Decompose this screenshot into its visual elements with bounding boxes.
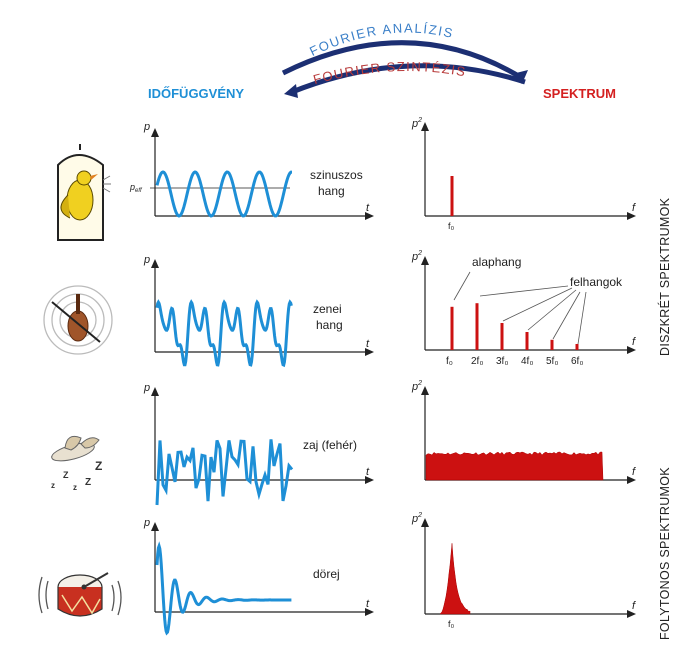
p2-label: p2 (411, 117, 422, 130)
svg-text:z: z (73, 483, 77, 492)
row-label-line1: zenei (313, 302, 342, 316)
sleeping-bird-icon: Z Z Z z z (51, 435, 102, 492)
harmonic-tick-label: 2f₀ (471, 356, 484, 367)
svg-text:f: f (632, 600, 636, 612)
svg-text:Z: Z (63, 470, 69, 480)
fundamental-leader (453, 271, 471, 301)
harmonic-tick-label: f₀ (446, 356, 453, 367)
synthesis-text: FOURIER SZINTÉZIS (312, 59, 468, 87)
harmonic-tick-label: 4f₀ (521, 356, 534, 367)
time-function-title: IDŐFÜGGVÉNY (148, 86, 245, 101)
harmonic-tick-label: 6f₀ (571, 356, 584, 367)
harmonic-bars (450, 303, 579, 350)
row-label-line2: hang (316, 318, 343, 332)
overtones-label: felhangok (570, 275, 623, 289)
bang-spectrum-area (439, 543, 471, 615)
peff-label: peff (129, 182, 143, 194)
p-label: p (143, 121, 150, 133)
svg-text:Z: Z (95, 459, 102, 473)
spectrum-title: SPEKTRUM (543, 86, 616, 101)
harmonic-tick-labels: f₀ 2f₀ 3f₀ 4f₀ 5f₀ 6f₀ (446, 356, 584, 367)
svg-text:t: t (366, 598, 370, 610)
spectrum-noise: p2 f (411, 380, 636, 484)
row-label-line1: dörej (313, 567, 340, 581)
violin-icon (43, 285, 113, 355)
synthesis-arrow (291, 63, 526, 95)
analysis-arrow (281, 40, 524, 81)
bang-curve (155, 541, 292, 636)
drum-icon (38, 572, 122, 617)
svg-text:p2: p2 (411, 512, 422, 525)
svg-text:p: p (143, 517, 150, 529)
harmonic-tick-label: 5f₀ (546, 356, 559, 367)
analysis-arrowhead (512, 70, 528, 84)
row-label-line2: hang (318, 184, 345, 198)
svg-text:f: f (632, 466, 636, 478)
svg-text:z: z (51, 481, 55, 490)
noise-spectrum-area (425, 451, 604, 481)
sine-curve (155, 170, 293, 218)
row-label-line1: szinuszos (310, 168, 363, 182)
svg-text:p2: p2 (411, 250, 422, 263)
svg-text:f: f (632, 336, 636, 348)
time-plot-bang: p t dörej (143, 517, 374, 636)
svg-text:p2: p2 (411, 380, 422, 393)
svg-text:p: p (143, 254, 150, 266)
time-plot-music: p t zenei hang (143, 254, 374, 368)
fundamental-label: alaphang (472, 255, 521, 269)
spectrum-music: p2 f f₀ 2f₀ 3f₀ 4f₀ 5f₀ 6f₀ alaphang felhango… (411, 250, 636, 367)
spectrum-bang: p2 f f₀ (411, 512, 636, 629)
svg-text:Z: Z (85, 477, 91, 488)
spectrum-sine: p2 f f₀ (411, 117, 636, 231)
fourier-arrows: FOURIER ANALÍZIS FOURIER SZINTÉZIS (281, 20, 528, 98)
bird-in-cage-icon (57, 144, 111, 241)
t-label: t (366, 202, 370, 214)
time-plot-sine: p t peff szinuszos hang (129, 121, 374, 220)
tick-f0: f₀ (448, 221, 455, 231)
noise-curve (155, 439, 294, 506)
svg-text:t: t (366, 466, 370, 478)
synthesis-arrowhead (284, 84, 298, 98)
row-label-line1: zaj (fehér) (303, 438, 357, 452)
svg-text:p: p (143, 382, 150, 394)
svg-text:t: t (366, 338, 370, 350)
tick-f0: f₀ (448, 619, 455, 629)
harmonic-tick-label: 3f₀ (496, 356, 509, 367)
time-plot-noise: p t zaj (fehér) (143, 382, 374, 506)
music-curve (155, 299, 293, 368)
f-label: f (632, 202, 636, 214)
